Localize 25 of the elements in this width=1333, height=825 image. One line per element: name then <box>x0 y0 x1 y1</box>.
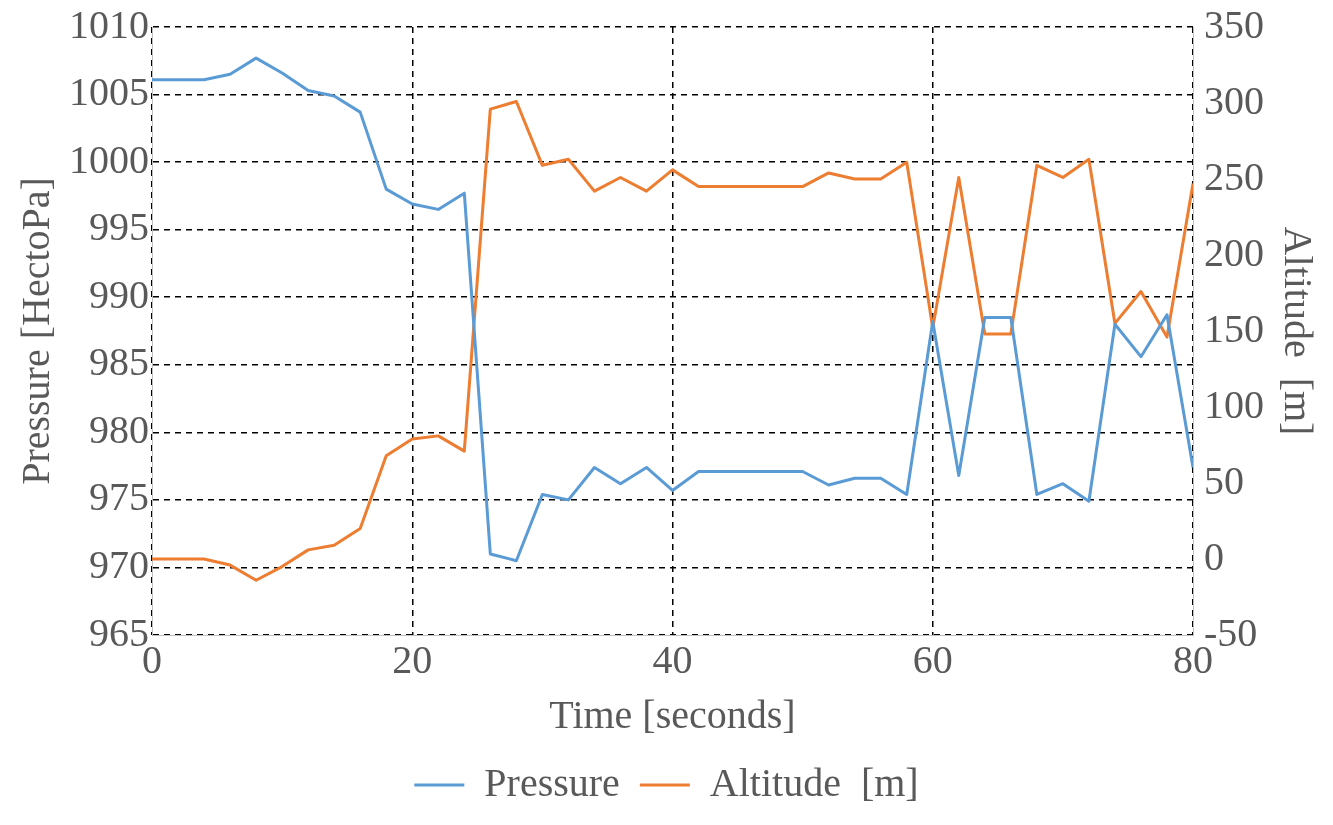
x-axis-title: Time [seconds] <box>549 691 796 737</box>
y-tick-label: 1010 <box>69 1 149 47</box>
y2-tick-label: 350 <box>1204 1 1264 47</box>
y-tick-label: 995 <box>89 204 149 250</box>
y-tick-label: 1005 <box>69 69 149 115</box>
y2-axis-title: Altitude [m] <box>1275 226 1321 436</box>
y-tick-label: 990 <box>89 271 149 317</box>
x-tick-label: 60 <box>912 636 953 682</box>
y2-tick-label: 0 <box>1204 533 1224 579</box>
x-tick-label: 20 <box>392 636 433 682</box>
y2-tick-label: 300 <box>1204 77 1264 123</box>
x-tick-label: 40 <box>652 636 693 682</box>
legend-label: Altitude [m] <box>709 759 919 805</box>
y-axis-title: Pressure [HectoPa] <box>12 177 58 485</box>
y-tick-label: 980 <box>89 406 149 452</box>
y2-tick-label: 150 <box>1204 305 1264 351</box>
y2-tick-label: 200 <box>1204 229 1264 275</box>
y2-tick-label: 100 <box>1204 381 1264 427</box>
legend-label: Pressure <box>484 759 620 805</box>
y-tick-label: 975 <box>89 474 149 520</box>
y2-tick-label: 250 <box>1204 153 1264 199</box>
y-tick-label: 985 <box>89 339 149 385</box>
y2-tick-label: 50 <box>1204 457 1244 503</box>
y-tick-label: 1000 <box>69 136 149 182</box>
y-tick-label: 970 <box>89 541 149 587</box>
